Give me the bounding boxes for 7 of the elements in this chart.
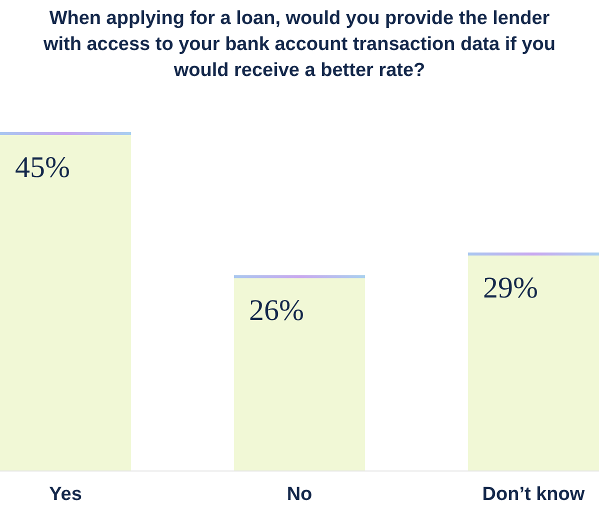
data-label: 45%	[15, 151, 70, 184]
data-label: 26%	[248, 294, 304, 328]
x-tick-label: Yes	[49, 484, 82, 505]
chart-title: When applying for a loan, would you provide the lender with access to your bank account transaction data if you would receive a better rate?	[42, 8, 556, 81]
data-label: 29%	[482, 272, 538, 305]
x-tick-label: No	[286, 484, 312, 505]
x-tick-label: Don’t know	[482, 484, 585, 505]
